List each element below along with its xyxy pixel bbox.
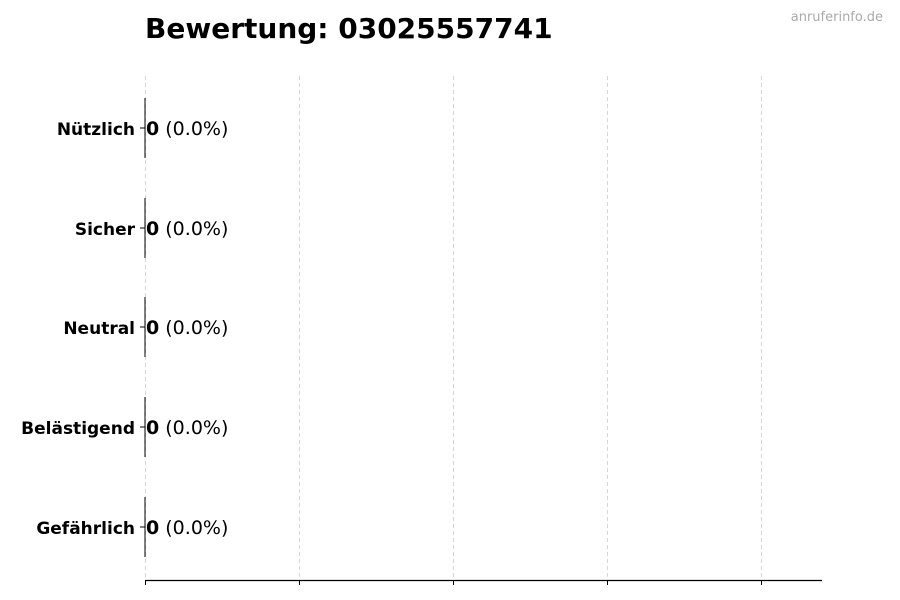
data-label-count: 0 (146, 118, 159, 140)
data-label-percent: (0.0%) (159, 417, 228, 439)
chart-title: Bewertung: 03025557741 (145, 12, 553, 45)
y-tick-label: Belästigend (21, 419, 135, 439)
y-tick-label: Sicher (75, 220, 136, 240)
data-label: 0 (0.0%) (146, 118, 228, 140)
y-tick-label: Neutral (63, 319, 135, 339)
data-label: 0 (0.0%) (146, 517, 228, 539)
data-label-percent: (0.0%) (159, 317, 228, 339)
data-label-percent: (0.0%) (159, 118, 228, 140)
data-label-count: 0 (146, 317, 159, 339)
data-label-percent: (0.0%) (159, 218, 228, 240)
y-tick-label: Gefährlich (36, 519, 135, 539)
data-label: 0 (0.0%) (146, 317, 228, 339)
data-label-percent: (0.0%) (159, 517, 228, 539)
data-label: 0 (0.0%) (146, 417, 228, 439)
data-label-count: 0 (146, 218, 159, 240)
y-tick-label: Nützlich (57, 120, 135, 140)
watermark: anruferinfo.de (790, 10, 883, 25)
data-label: 0 (0.0%) (146, 218, 228, 240)
data-label-count: 0 (146, 517, 159, 539)
data-label-count: 0 (146, 417, 159, 439)
